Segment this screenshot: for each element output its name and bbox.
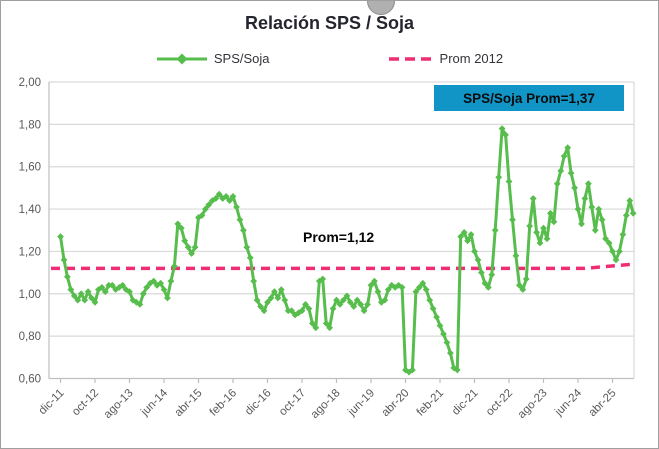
- legend-item-sps-soja: SPS/Soja: [156, 51, 270, 66]
- x-tick-label: jun-19: [345, 387, 377, 419]
- y-tick-label: 1,40: [19, 204, 41, 216]
- y-tick-label: 1,60: [19, 162, 41, 174]
- legend-label-sps-soja: SPS/Soja: [213, 51, 270, 66]
- legend-label-prom-2012: Prom 2012: [439, 51, 504, 66]
- y-axis-labels: 2,00 1,80 1,60 1,40 1,20 1,00 0,80 0,60: [19, 77, 41, 386]
- x-tick-label: dic-11: [37, 387, 67, 417]
- y-tick-label: 0,80: [19, 331, 41, 343]
- x-tick-label: oct-22: [484, 387, 515, 418]
- x-tick-label: dic-21: [450, 387, 481, 418]
- pink-dashed-line-icon: [388, 56, 433, 61]
- x-tick-label: abr-25: [587, 387, 619, 419]
- x-tick-label: oct-12: [70, 387, 101, 418]
- prom-annotation: Prom=1,12: [303, 229, 375, 245]
- prom-2012-line: [51, 262, 634, 271]
- sps-soja-prom-callout: SPS/Soja Prom=1,37: [434, 85, 624, 111]
- x-tick-label: jun-24: [552, 387, 584, 419]
- x-tick-label: ago-23: [516, 387, 550, 421]
- y-tick-label: 1,00: [19, 289, 41, 301]
- x-tick-label: abr-20: [380, 387, 412, 419]
- x-tick-label: dic-16: [243, 387, 274, 418]
- x-tick-label: oct-17: [277, 387, 308, 418]
- x-tick-label: ago-18: [309, 387, 343, 421]
- y-tick-label: 1,20: [19, 246, 41, 258]
- sps-soja-markers: [57, 125, 637, 376]
- x-tick-label: ago-13: [102, 387, 136, 421]
- y-tick-label: 1,80: [19, 119, 41, 131]
- x-tick-label: feb-16: [208, 387, 240, 419]
- chart-title: Relación SPS / Soja: [244, 13, 415, 33]
- y-tick-label: 0,60: [19, 374, 41, 386]
- y-tick-label: 2,00: [19, 77, 41, 89]
- x-tick-label: jun-14: [138, 387, 170, 419]
- legend-item-prom-2012: Prom 2012: [388, 51, 504, 66]
- x-axis-labels: dic-11 oct-12 ago-13 jun-14 abr-15 feb-16 dic-…: [37, 378, 619, 421]
- chart-legend: SPS/Soja Prom 2012: [1, 51, 658, 66]
- x-tick-label: abr-15: [173, 387, 205, 419]
- green-line-diamond-icon: [156, 53, 207, 64]
- x-tick-label: feb-21: [415, 387, 447, 419]
